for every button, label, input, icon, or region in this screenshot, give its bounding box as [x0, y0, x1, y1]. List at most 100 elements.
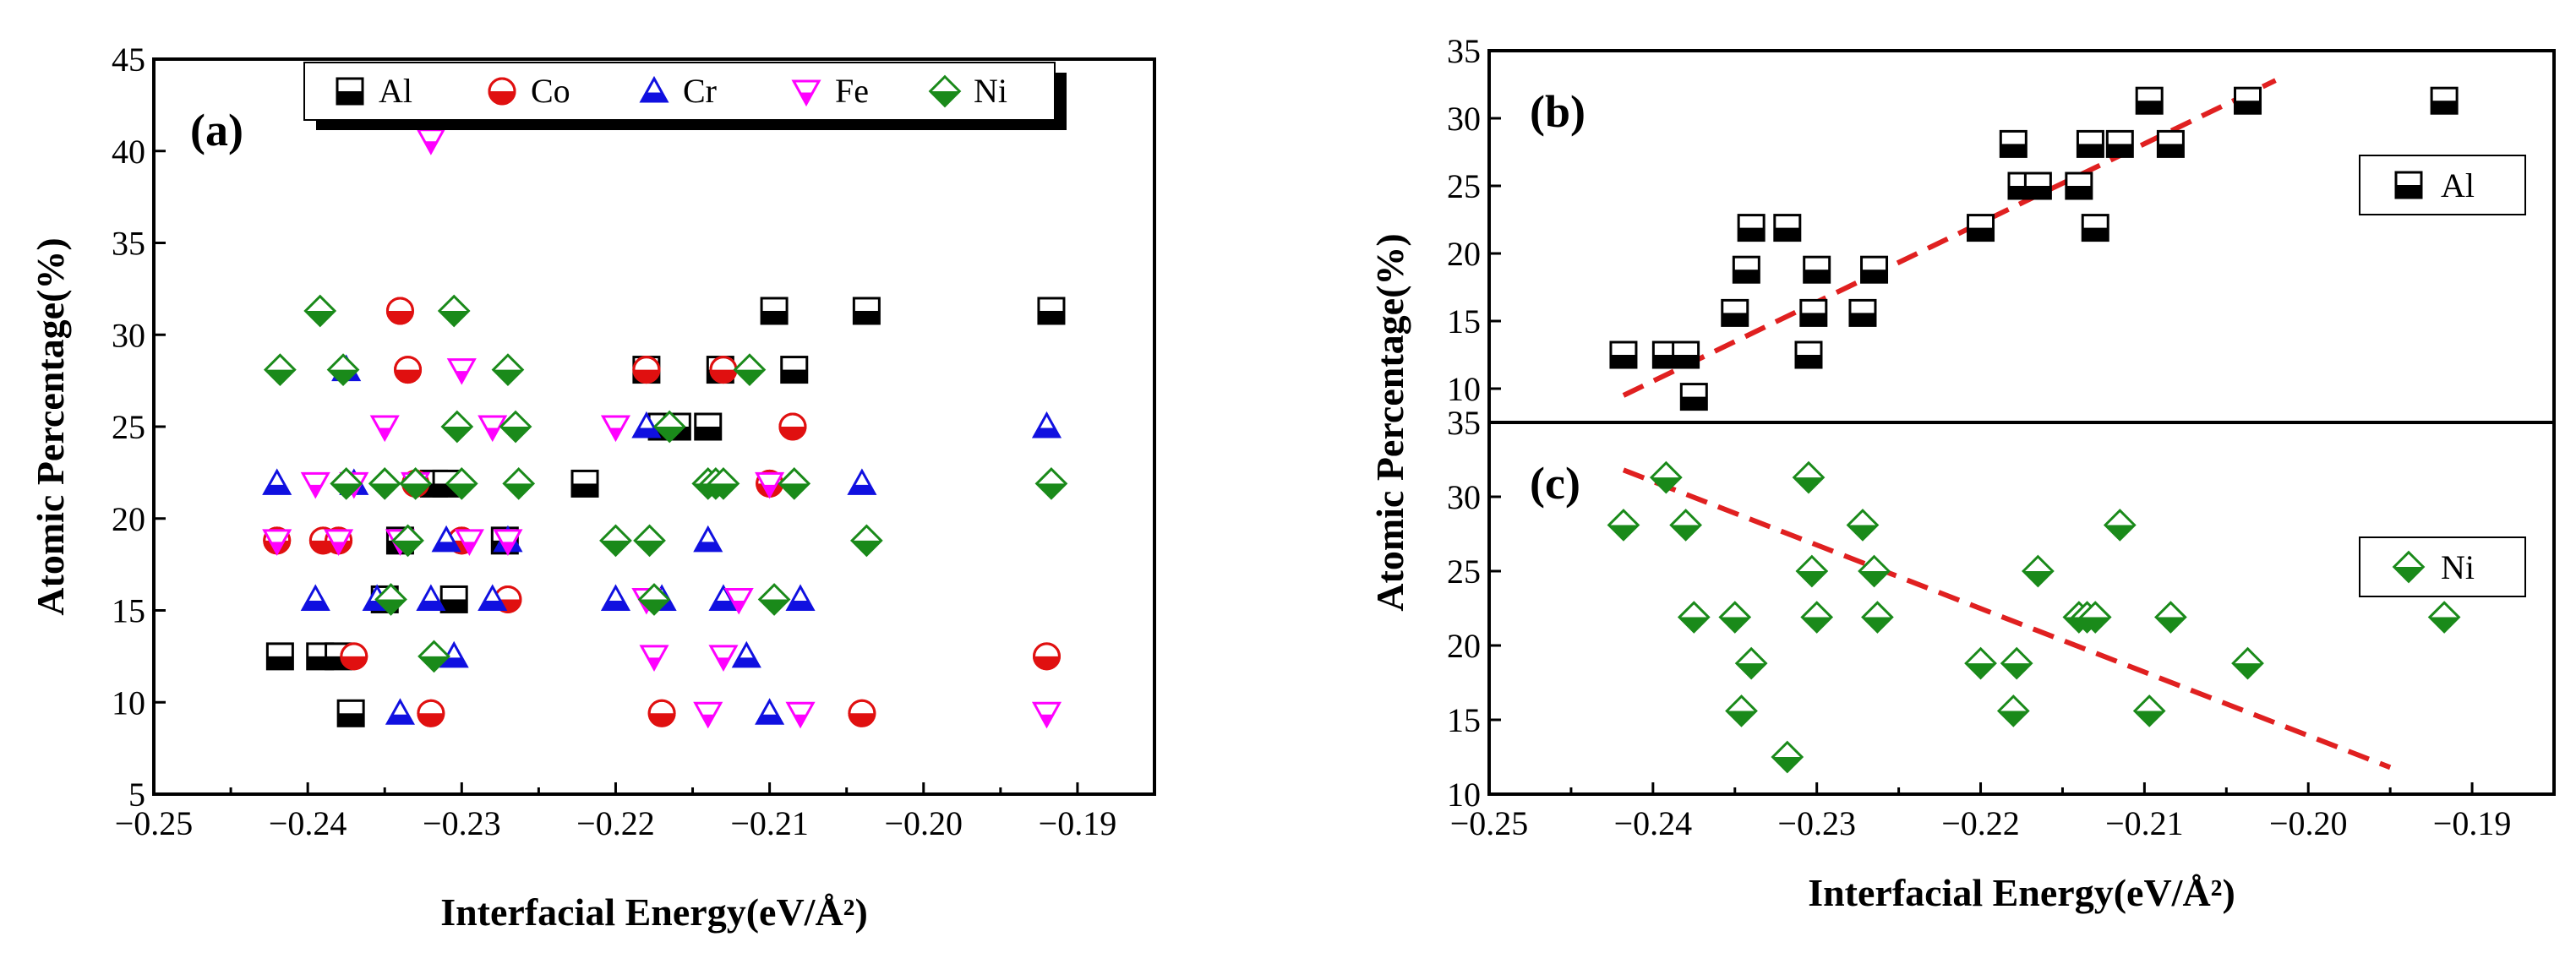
- panel-a-point-fe: [454, 529, 484, 556]
- panel-a-point-fe: [755, 471, 785, 499]
- panel-a-point-cr: [478, 584, 508, 611]
- panel-a-x-tick-label: −0.25: [115, 804, 194, 842]
- panel-a-point-cr: [1031, 411, 1062, 438]
- panel-a-point-ni: [778, 467, 811, 500]
- panel-a: −0.25 −0.24 −0.23 −0.22 −0.21 −0.20 −0.19 5 10 1…: [29, 41, 1156, 934]
- panel-c-point-ni: [1964, 646, 1997, 680]
- panel-a-label: (a): [190, 105, 243, 155]
- panel-b: 10 15 20 25 30 35 (b) Al: [1447, 32, 2556, 424]
- panel-b-y-tick-label: 10: [1447, 370, 1481, 408]
- panel-b-point-al: [2065, 172, 2093, 200]
- panel-a-point-cr: [431, 525, 461, 553]
- panel-b-point-al: [2105, 129, 2134, 158]
- panel-a-point-ni: [445, 467, 478, 500]
- panel-a-point-al: [265, 642, 294, 671]
- panel-a-point-co: [1032, 642, 1061, 671]
- panel-c-point-ni: [2022, 554, 2055, 588]
- panel-b-y-tick-label: 20: [1447, 235, 1481, 273]
- panel-a-marks: [262, 128, 1068, 729]
- panel-c-x-tick-label: −0.22: [1941, 804, 2020, 842]
- panel-a-point-ni: [502, 467, 536, 500]
- panel-a-point-fe: [446, 358, 477, 385]
- panel-c-point-ni: [1649, 460, 1683, 494]
- panel-a-point-al: [1037, 297, 1066, 325]
- panel-a-point-al: [570, 469, 599, 498]
- panel-c-point-ni: [1858, 554, 1891, 588]
- panel-a-x-tick-label: −0.20: [884, 804, 963, 842]
- panel-b-legend: Al: [2359, 155, 2526, 215]
- panel-a-x-tick-label: −0.21: [730, 804, 809, 842]
- panel-a-point-co: [417, 699, 445, 727]
- panel-a-point-cr: [631, 411, 662, 438]
- panel-b-point-al: [1999, 129, 2028, 158]
- panel-b-trendline: [1622, 78, 2277, 398]
- panel-a-point-ni: [399, 467, 433, 500]
- panel-a-y-tick-label: 10: [112, 683, 145, 722]
- panel-a-point-cr: [693, 525, 723, 553]
- panel-a-point-cr: [385, 698, 415, 725]
- panel-a-point-ni: [1034, 467, 1068, 500]
- panel-c-y-tick-label: 35: [1447, 404, 1481, 442]
- panel-a-point-cr: [262, 468, 292, 495]
- panel-b-point-al: [1732, 255, 1760, 284]
- panel-a-point-fe: [708, 645, 739, 672]
- panel-a-x-axis-title: Interfacial Energy(eV/Å²): [440, 890, 868, 934]
- panel-a-point-co: [848, 699, 876, 727]
- panel-a-point-ni: [374, 583, 407, 616]
- panel-a-point-cr: [300, 584, 330, 611]
- panel-a-legend-label-al: Al: [379, 72, 412, 110]
- panel-bc-y-axis-title: Atomic Percentage(%): [1368, 233, 1411, 611]
- panel-a-point-ni: [418, 640, 450, 673]
- panel-c-y-tick-label: 25: [1447, 553, 1481, 591]
- panel-c-legend-items: Ni: [2392, 548, 2475, 586]
- panel-a-point-ni: [849, 524, 883, 558]
- panel-b-point-al: [1609, 340, 1638, 369]
- panel-c-y-tick-label: 10: [1447, 776, 1481, 814]
- panel-a-point-co: [394, 356, 423, 384]
- panel-a-point-fe: [1031, 701, 1062, 729]
- panel-a-point-fe: [600, 415, 631, 443]
- panel-b-point-al: [2135, 86, 2164, 115]
- panel-b-point-al: [1737, 214, 1766, 242]
- panel-a-point-fe: [639, 645, 669, 672]
- panel-a-point-cr: [785, 584, 816, 611]
- panel-b-y-tick-label: 35: [1447, 32, 1481, 70]
- panel-a-point-al: [336, 699, 365, 727]
- panel-b-point-al: [1848, 298, 1877, 327]
- panel-a-point-fe: [262, 529, 292, 556]
- panel-c-point-ni: [2231, 646, 2264, 680]
- panel-b-marks: [1609, 86, 2459, 411]
- panel-a-point-ni: [263, 353, 297, 386]
- panel-b-y-tick-label: 25: [1447, 167, 1481, 205]
- panel-a-point-cr: [731, 640, 761, 668]
- panel-a-legend: Al Co Cr Fe Ni: [303, 62, 1067, 130]
- panel-c-point-ni: [2154, 601, 2187, 634]
- panel-c-x-tick-label: −0.20: [2269, 804, 2348, 842]
- panel-a-point-cr: [600, 584, 631, 611]
- panel-a-point-ni: [368, 467, 401, 500]
- panel-c-y-ticks: 10 15 20 25 30 35: [1447, 404, 1501, 814]
- panel-a-point-fe: [416, 128, 446, 155]
- panel-c-point-ni: [1607, 509, 1640, 542]
- panel-a-y-tick-label: 40: [112, 133, 145, 171]
- panel-b-frame: [1487, 49, 2556, 424]
- panel-b-point-al: [1721, 298, 1749, 327]
- panel-a-legend-label-co: Co: [531, 72, 570, 110]
- panel-c-marks: [1607, 460, 2461, 774]
- panel-b-trendline-group: [1622, 78, 2277, 398]
- panel-a-point-fe: [693, 701, 723, 729]
- panel-a-point-cr: [847, 468, 877, 495]
- panel-c-point-ni: [1677, 601, 1711, 634]
- panel-a-y-tick-label: 15: [112, 592, 145, 630]
- panel-a-point-ni: [652, 410, 686, 444]
- panel-a-y-ticks: 5 10 15 20 25 30 35 40 45: [112, 41, 166, 814]
- panel-b-point-al: [1967, 214, 1995, 242]
- panel-a-legend-label-ni: Ni: [974, 72, 1007, 110]
- panel-a-point-ni: [391, 524, 424, 558]
- panel-a-point-al: [760, 297, 789, 325]
- panel-b-point-al: [1794, 340, 1823, 369]
- panel-a-point-ni: [437, 294, 471, 328]
- panel-a-legend-label-fe: Fe: [835, 72, 869, 110]
- panel-c-point-ni: [1734, 646, 1768, 680]
- panel-b-point-al: [1799, 298, 1828, 327]
